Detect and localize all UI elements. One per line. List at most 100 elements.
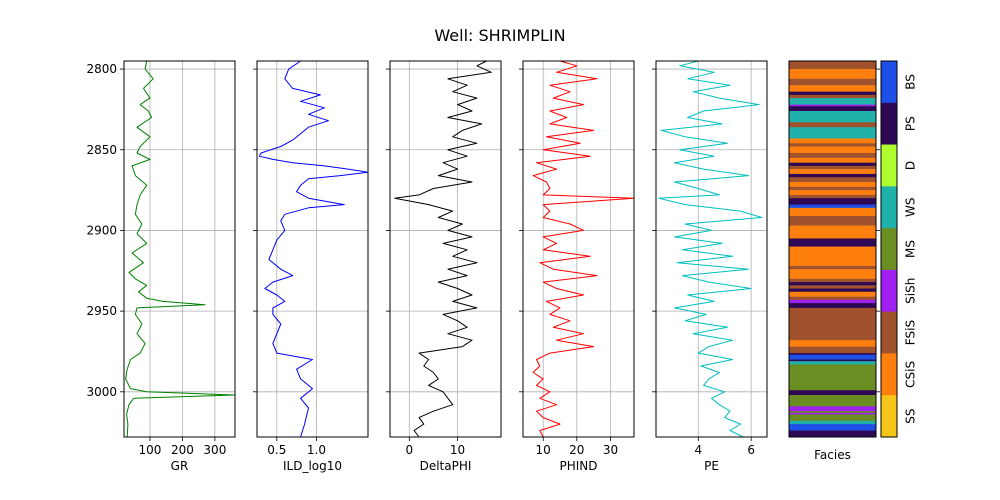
colorbar-swatch-d xyxy=(881,144,897,187)
x-axis-label: PE xyxy=(704,459,719,473)
facies-band-ws xyxy=(789,111,876,123)
facies-band-csis xyxy=(789,340,876,347)
facies-band-ps xyxy=(789,173,876,178)
facies-colorbar: BS PS D WS MS SiSh FSiS CSiS SS xyxy=(880,60,918,438)
colorbar-label: D xyxy=(904,161,918,170)
facies-band-fsis xyxy=(789,165,876,170)
colorbar-label: PS xyxy=(904,116,918,131)
colorbar-swatch-bs xyxy=(881,61,897,104)
pe-curve xyxy=(658,60,763,438)
facies-band-ws xyxy=(789,420,876,425)
panel-frame xyxy=(522,60,635,438)
facies-band-fsis xyxy=(789,296,876,301)
facies-band-csis xyxy=(789,157,876,163)
colorbar-swatch-ws xyxy=(881,186,897,229)
facies-band-ws xyxy=(789,127,876,139)
x-tick-label: 30 xyxy=(603,443,618,457)
facies-band-ws xyxy=(789,98,876,105)
facies-band-csis xyxy=(789,269,876,280)
facies-band-csis xyxy=(789,190,876,196)
facies-band-fsis xyxy=(789,346,876,354)
facies-band-csis xyxy=(789,146,876,154)
panel-frame xyxy=(123,60,236,438)
facies-band-fsis xyxy=(789,194,876,199)
colorbar-label: MS xyxy=(904,240,918,258)
panel-frame xyxy=(655,60,768,438)
facies-band-ps xyxy=(789,390,876,396)
facies-band-ps xyxy=(789,162,876,167)
facies-band-ms xyxy=(789,364,876,391)
facies-band-ms xyxy=(789,411,876,414)
facies-band-ps xyxy=(789,359,876,362)
facies-band-ps xyxy=(789,198,876,205)
y-tick-label: 3000 xyxy=(86,385,117,399)
facies-band-bs xyxy=(789,424,876,431)
facies-band-fsis xyxy=(789,143,876,147)
x-tick-label: 100 xyxy=(139,443,162,457)
facies-band-bs xyxy=(789,204,876,209)
colorbar-swatch-fsis xyxy=(881,311,897,354)
x-axis-label: Facies xyxy=(814,448,851,462)
facies-band-ps xyxy=(789,288,876,293)
panel-frame xyxy=(389,60,502,438)
facies-band-bs xyxy=(789,354,876,360)
facies-band-fsis xyxy=(789,265,876,270)
x-tick-label: 4 xyxy=(694,443,702,457)
facies-band-csis xyxy=(789,85,876,92)
colorbar-swatch-sish xyxy=(881,269,897,312)
facies-band-fsis xyxy=(789,78,876,86)
facies-band-ms xyxy=(789,395,876,407)
facies-band-fsis xyxy=(789,177,876,183)
panel-frame xyxy=(256,60,369,438)
x-tick-label: 20 xyxy=(569,443,584,457)
x-tick-label: 300 xyxy=(203,443,226,457)
colorbar-label: SiSh xyxy=(904,278,918,304)
colorbar-swatch-csis xyxy=(881,353,897,396)
facies-band-sish xyxy=(789,104,876,107)
x-tick-label: 200 xyxy=(171,443,194,457)
facies-band-csis xyxy=(789,246,876,267)
colorbar-label: CSiS xyxy=(904,361,918,388)
x-tick-label: 1.0 xyxy=(307,443,326,457)
facies-band-ps xyxy=(789,238,876,247)
track-pe: 4 6 PE xyxy=(652,60,768,473)
x-axis-label: DeltaPHI xyxy=(420,459,472,473)
facies-band-fsis xyxy=(789,152,876,159)
chart-title: Well: SHRIMPLIN xyxy=(434,26,565,45)
colorbar-label: WS xyxy=(904,197,918,216)
y-tick-label: 2900 xyxy=(86,223,117,237)
facies-frame xyxy=(788,60,877,438)
facies-band-fsis xyxy=(789,278,876,283)
facies-band-fsis xyxy=(789,186,876,191)
x-axis-label: PHIND xyxy=(559,459,597,473)
colorbar-label: SS xyxy=(904,408,918,423)
facies-band-fsis xyxy=(789,122,876,128)
colorbar-swatch-ms xyxy=(881,228,897,271)
facies-track: Facies xyxy=(788,60,880,462)
track-phind: 10 20 30 PHIND xyxy=(519,60,635,473)
facies-band-sish xyxy=(789,406,876,412)
facies-band-csis xyxy=(789,225,876,239)
facies-band-csis xyxy=(789,138,876,144)
facies-band-sish xyxy=(789,299,876,304)
facies-band-csis xyxy=(789,291,876,297)
facies-band-fsis xyxy=(789,61,876,70)
gr-curve xyxy=(125,60,235,438)
facies-band-ps xyxy=(789,430,876,438)
track-gr: 100 200 300 GR 2800 2850 2900 2950 3000 xyxy=(86,60,236,473)
facies-band-ps xyxy=(789,303,876,309)
facies-band-fsis xyxy=(789,94,876,99)
facies-band-fsis xyxy=(789,285,876,289)
dphi-curve xyxy=(394,60,492,438)
facies-band-csis xyxy=(789,169,876,175)
colorbar-swatch-ps xyxy=(881,102,897,145)
x-tick-label: 0.5 xyxy=(267,443,286,457)
facies-band-csis xyxy=(789,182,876,188)
track-dphi: 0 10 DeltaPHI xyxy=(386,60,502,473)
x-tick-label: 0 xyxy=(405,443,413,457)
phind-curve xyxy=(532,60,635,438)
x-tick-label: 10 xyxy=(536,443,551,457)
colorbar-swatch-ss xyxy=(881,395,897,438)
facies-band-sish xyxy=(789,412,876,415)
